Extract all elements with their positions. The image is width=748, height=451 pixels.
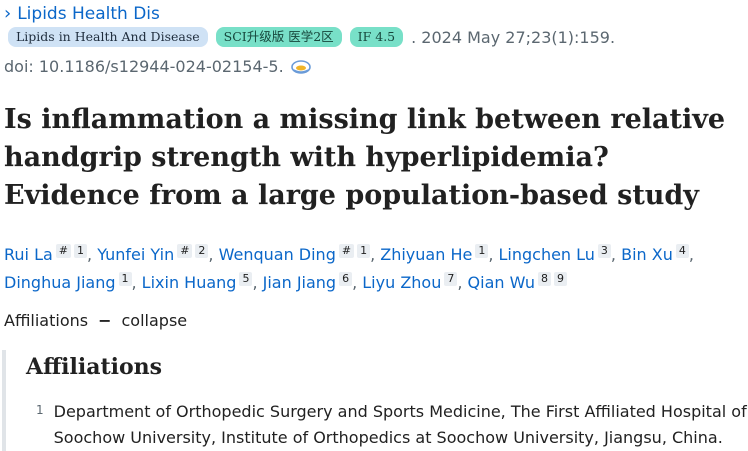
author-link[interactable]: Zhiyuan He bbox=[380, 245, 473, 264]
affiliations-heading: Affiliations bbox=[26, 354, 163, 380]
affiliation-text: Department of Orthopedic Surgery and Spo… bbox=[53, 402, 747, 447]
author-affiliation-ref[interactable]: # bbox=[55, 244, 72, 258]
author-link[interactable]: Lixin Huang bbox=[141, 273, 237, 292]
publication-info: Lipids in Health And Disease SCI升级版 医学2区… bbox=[8, 27, 615, 47]
doi-text[interactable]: doi: 10.1186/s12944-024-02154-5. bbox=[4, 57, 284, 76]
author-entry: Dinghua Jiang 1 bbox=[4, 272, 132, 292]
author-affiliation-ref[interactable]: 1 bbox=[74, 244, 88, 258]
author-link[interactable]: Rui La bbox=[4, 245, 53, 264]
affiliation-number: 1 bbox=[36, 403, 44, 417]
author-entry: Qian Wu 8 9 bbox=[467, 272, 567, 292]
author-affiliation-ref[interactable]: # bbox=[177, 244, 193, 258]
journal-link-text[interactable]: Lipids Health Dis bbox=[17, 3, 160, 24]
author-entry: Lingchen Lu 3 bbox=[498, 244, 611, 264]
author-link[interactable]: Bin Xu bbox=[621, 245, 673, 264]
author-affiliation-ref[interactable]: 7 bbox=[444, 272, 458, 286]
author-entry: Liyu Zhou 7 bbox=[362, 272, 458, 292]
author-affiliation-ref[interactable]: 1 bbox=[118, 272, 132, 286]
author-separator: , bbox=[252, 273, 263, 292]
author-entry: Lixin Huang 5 bbox=[141, 272, 253, 292]
author-affiliation-ref[interactable]: 2 bbox=[195, 244, 209, 258]
author-separator: , bbox=[87, 245, 98, 264]
author-link[interactable]: Wenquan Ding bbox=[218, 245, 336, 264]
author-affiliation-ref[interactable]: 1 bbox=[475, 244, 489, 258]
author-separator: , bbox=[457, 273, 468, 292]
journal-link[interactable]: › Lipids Health Dis bbox=[4, 3, 160, 24]
author-affiliation-ref[interactable]: 3 bbox=[597, 244, 611, 258]
author-link[interactable]: Lingchen Lu bbox=[498, 245, 595, 264]
author-separator: , bbox=[352, 273, 363, 292]
article-title: Is inflammation a missing link between r… bbox=[4, 104, 726, 211]
sci-badge: SCI升级版 医学2区 bbox=[215, 27, 342, 47]
author-entry: Rui La #1 bbox=[4, 244, 88, 264]
doi-row: doi: 10.1186/s12944-024-02154-5. bbox=[4, 57, 312, 76]
citation-text: . 2024 May 27;23(1):159. bbox=[411, 27, 616, 47]
author-entry: Yunfei Yin #2 bbox=[97, 244, 209, 264]
affiliation-item: 1 Department of Orthopedic Surgery and S… bbox=[36, 399, 748, 451]
author-entry: Zhiyuan He 1 bbox=[380, 244, 489, 264]
author-link[interactable]: Liyu Zhou bbox=[362, 273, 442, 292]
author-separator: , bbox=[131, 273, 142, 292]
cite-icon[interactable] bbox=[290, 59, 312, 75]
journal-badge[interactable]: Lipids in Health And Disease bbox=[8, 27, 208, 47]
author-link[interactable]: Yunfei Yin bbox=[97, 245, 175, 264]
author-entry: Wenquan Ding #1 bbox=[218, 244, 371, 264]
author-list: Rui La #1, Yunfei Yin #2, Wenquan Ding #1, … bbox=[4, 241, 746, 297]
collapse-button[interactable]: collapse bbox=[121, 311, 188, 330]
author-affiliation-ref[interactable]: 9 bbox=[554, 272, 567, 286]
author-affiliation-ref[interactable]: # bbox=[338, 244, 355, 258]
author-separator: , bbox=[488, 245, 499, 264]
author-separator: , bbox=[208, 245, 219, 264]
author-entry: Jian Jiang 6 bbox=[262, 272, 353, 292]
affiliations-toggle-label[interactable]: Affiliations bbox=[4, 311, 89, 330]
author-separator: , bbox=[370, 245, 381, 264]
author-affiliation-ref[interactable]: 1 bbox=[357, 244, 371, 258]
author-link[interactable]: Qian Wu bbox=[467, 273, 535, 292]
author-entry: Bin Xu 4 bbox=[621, 244, 689, 264]
author-separator: , bbox=[688, 245, 694, 264]
chevron-right-icon: › bbox=[4, 3, 12, 24]
author-separator: , bbox=[610, 245, 622, 264]
author-affiliation-ref[interactable]: 4 bbox=[675, 244, 689, 258]
author-affiliation-ref[interactable]: 6 bbox=[339, 272, 353, 286]
collapse-icon[interactable]: − bbox=[98, 311, 112, 330]
impact-factor-badge: IF 4.5 bbox=[349, 27, 404, 47]
author-affiliation-ref[interactable]: 8 bbox=[538, 272, 551, 286]
author-link[interactable]: Dinghua Jiang bbox=[4, 273, 116, 292]
author-affiliation-ref[interactable]: 5 bbox=[239, 272, 253, 286]
affiliations-panel: Affiliations 1 Department of Orthopedic … bbox=[2, 350, 748, 451]
author-link[interactable]: Jian Jiang bbox=[262, 273, 337, 292]
affiliations-toggle[interactable]: Affiliations − collapse bbox=[4, 311, 187, 330]
